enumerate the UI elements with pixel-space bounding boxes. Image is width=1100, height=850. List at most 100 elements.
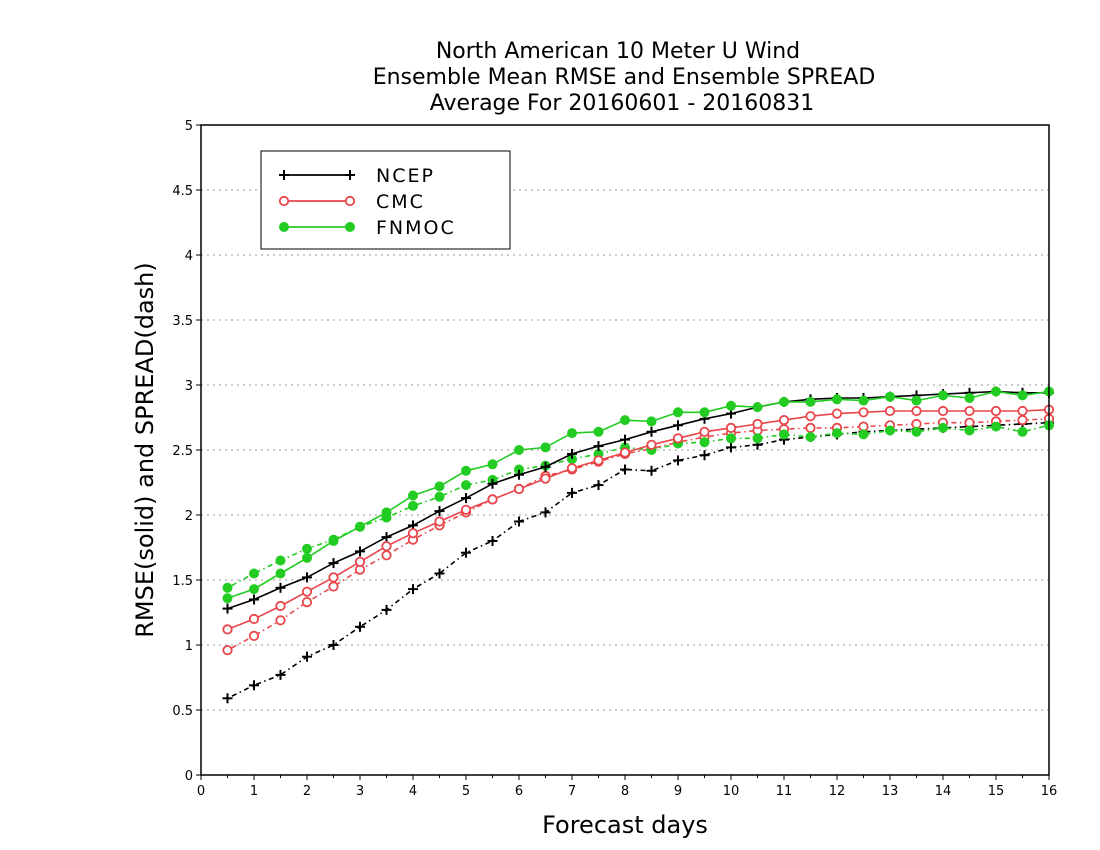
data-point-ncep-rmse	[620, 434, 630, 445]
data-point-ncep-rmse	[487, 478, 498, 489]
data-point-cmc-rmse	[381, 541, 392, 552]
legend-item-fnmoc: FNMOC	[279, 217, 456, 239]
data-point-ncep-rmse	[673, 420, 683, 431]
y-axis-label: RMSE(solid) and SPREAD(dash)	[131, 262, 159, 638]
x-tick-label: 7	[568, 784, 576, 799]
data-point-ncep-spread	[328, 640, 339, 650]
data-point-ncep-spread	[620, 464, 630, 475]
data-point-cmc-rmse	[672, 433, 684, 444]
data-point-fnmoc-spread	[408, 500, 418, 511]
data-point-fnmoc-spread	[699, 437, 710, 448]
x-tick-label: 3	[356, 784, 364, 799]
data-point-cmc-rmse	[222, 624, 233, 635]
data-point-ncep-spread	[673, 455, 683, 466]
data-point-cmc-rmse	[513, 483, 525, 495]
data-point-fnmoc-rmse	[726, 400, 736, 411]
y-tick-label: 1.5	[172, 574, 193, 589]
data-point-fnmoc-rmse	[1017, 390, 1028, 401]
data-point-cmc-rmse	[699, 426, 710, 437]
data-point-cmc-rmse	[778, 414, 790, 426]
data-point-fnmoc-rmse	[408, 490, 418, 501]
legend-item-ncep: NCEP	[279, 165, 435, 187]
x-axis-ticks: 0 1 2 3 4 5 6 7 8 9 10 11 12 13 14 15 16	[197, 775, 1057, 799]
data-point-ncep-rmse	[567, 448, 577, 459]
data-point-ncep-rmse	[222, 603, 233, 614]
x-axis-label: Forecast days	[542, 811, 708, 839]
y-tick-label: 4.5	[172, 184, 193, 199]
x-tick-label: 12	[829, 784, 846, 799]
series-cmc-spread	[222, 413, 1055, 656]
data-point-cmc-spread	[328, 581, 339, 592]
data-point-cmc-rmse	[725, 422, 737, 433]
data-point-cmc-rmse	[1017, 405, 1028, 417]
data-point-fnmoc-rmse	[779, 396, 789, 407]
data-point-ncep-rmse	[355, 546, 365, 557]
data-point-fnmoc-spread	[938, 422, 948, 433]
data-point-fnmoc-rmse	[646, 416, 657, 427]
data-point-fnmoc-spread	[275, 555, 286, 566]
data-series	[222, 386, 1055, 704]
data-point-ncep-spread	[514, 516, 524, 527]
data-point-cmc-rmse	[752, 418, 763, 430]
data-point-ncep-rmse	[540, 461, 551, 472]
data-point-fnmoc-rmse	[911, 395, 922, 406]
data-point-fnmoc-spread	[885, 425, 895, 436]
data-point-cmc-rmse	[328, 572, 339, 583]
data-point-fnmoc-spread	[911, 426, 922, 437]
data-point-fnmoc-rmse	[938, 390, 948, 401]
data-point-cmc-rmse	[407, 528, 419, 539]
x-tick-label: 9	[674, 784, 682, 799]
x-tick-label: 5	[462, 784, 470, 799]
y-tick-label: 2	[185, 509, 193, 524]
plot-frame	[200, 124, 1050, 776]
data-point-fnmoc-rmse	[328, 536, 339, 546]
data-point-cmc-rmse	[884, 405, 896, 417]
data-point-cmc-rmse	[566, 463, 578, 474]
data-point-fnmoc-rmse	[275, 568, 286, 579]
data-point-fnmoc-rmse	[832, 394, 842, 405]
data-point-fnmoc-rmse	[620, 415, 630, 426]
series-line-ncep-spread	[227, 421, 1050, 700]
data-point-ncep-spread	[567, 487, 577, 498]
legend: NCEP CMC FNMOC	[260, 150, 511, 250]
legend-marker	[345, 222, 355, 232]
data-point-cmc-rmse	[964, 405, 975, 417]
data-point-cmc-rmse	[248, 613, 260, 625]
legend-label: NCEP	[376, 165, 435, 187]
data-point-fnmoc-spread	[805, 432, 816, 442]
legend-marker	[345, 170, 355, 180]
data-point-cmc-rmse	[593, 455, 604, 466]
series-fnmoc-rmse	[222, 386, 1054, 604]
data-point-fnmoc-rmse	[540, 442, 551, 453]
data-point-ncep-rmse	[381, 532, 392, 543]
data-point-fnmoc-spread	[779, 429, 789, 440]
data-point-ncep-spread	[355, 621, 365, 632]
legend-label: CMC	[376, 191, 425, 213]
data-point-cmc-spread	[805, 422, 816, 433]
data-point-cmc-rmse	[805, 411, 816, 422]
data-point-ncep-rmse	[593, 441, 604, 452]
series-line-cmc-rmse	[227, 408, 1050, 631]
data-point-fnmoc-spread	[461, 480, 471, 491]
data-point-fnmoc-spread	[249, 568, 259, 579]
data-point-fnmoc-rmse	[381, 507, 392, 518]
legend-label: FNMOC	[376, 217, 456, 239]
x-tick-label: 16	[1041, 784, 1058, 799]
data-point-ncep-rmse	[514, 469, 524, 480]
data-point-ncep-spread	[646, 465, 657, 476]
x-tick-label: 4	[409, 784, 417, 799]
legend-marker	[344, 195, 356, 207]
data-point-fnmoc-rmse	[885, 391, 895, 402]
data-point-ncep-spread	[699, 450, 710, 461]
chart-title: North American 10 Meter U Wind Ensemble …	[373, 39, 876, 116]
data-point-fnmoc-rmse	[858, 395, 869, 406]
x-tick-label: 10	[723, 784, 740, 799]
data-point-cmc-spread	[1017, 414, 1028, 426]
y-tick-label: 1	[185, 639, 193, 654]
data-point-cmc-rmse	[937, 405, 949, 417]
data-point-ncep-spread	[593, 480, 604, 491]
series-fnmoc-spread	[222, 420, 1054, 593]
data-point-fnmoc-rmse	[991, 386, 1001, 397]
legend-marker	[279, 222, 289, 232]
data-point-cmc-spread	[275, 615, 286, 626]
